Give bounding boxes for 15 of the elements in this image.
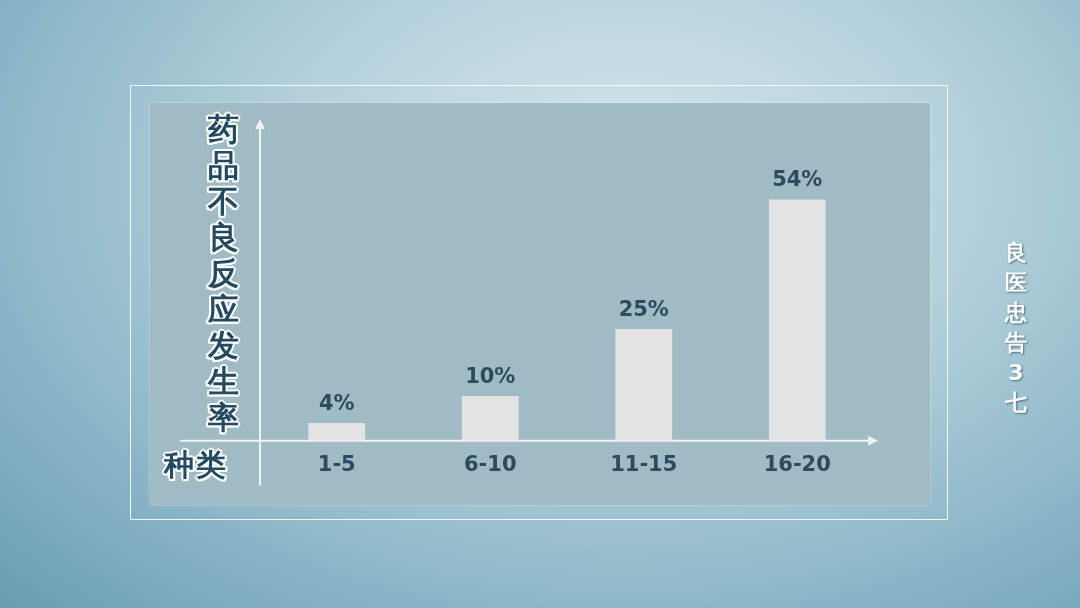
data-label: 54% [772, 167, 823, 192]
bar [768, 199, 826, 441]
bar [308, 422, 366, 441]
data-label: 25% [618, 297, 669, 322]
bar [461, 396, 519, 441]
x-tick-label: 1-5 [317, 451, 356, 476]
x-tick-label: 16-20 [763, 451, 831, 476]
x-tick-label: 6-10 [463, 451, 517, 476]
text: 良医忠告3七 [1003, 239, 1028, 417]
x-axis-title: 种类 [164, 447, 228, 483]
text: 药品不良反应发生率 [207, 111, 239, 435]
bar [615, 329, 673, 441]
x-tick-label: 11-15 [610, 451, 678, 476]
data-label: 10% [465, 364, 516, 389]
data-label: 4% [318, 390, 355, 415]
